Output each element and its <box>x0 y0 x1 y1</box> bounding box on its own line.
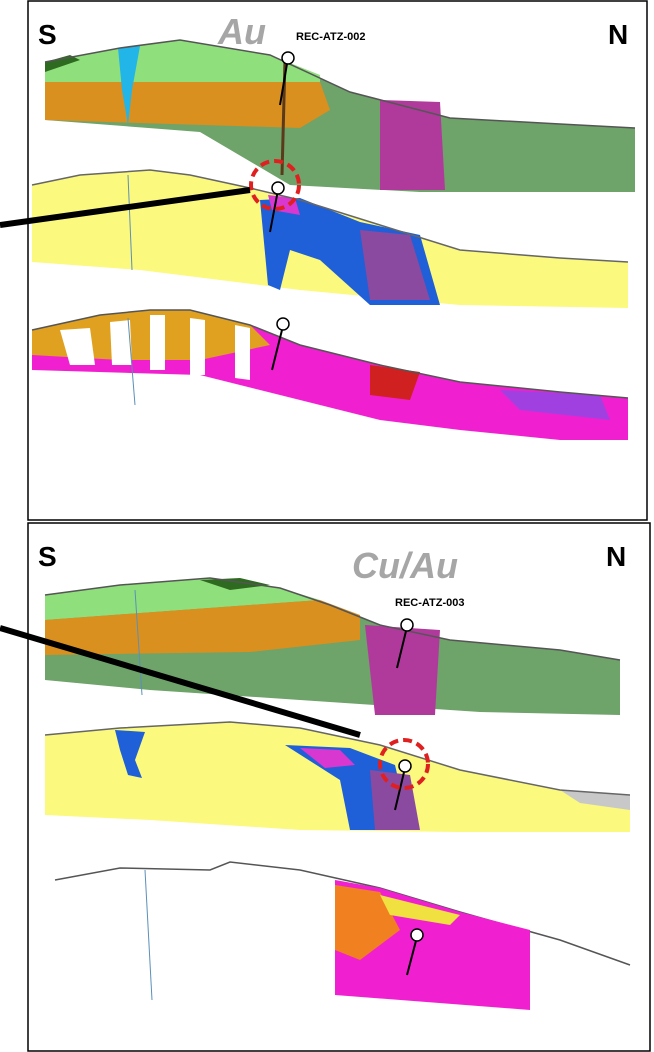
page: S N Au REC-ATZ-002 S N Cu/Au <box>0 0 654 1052</box>
direction-label: S <box>38 19 57 50</box>
geology-section <box>45 578 620 715</box>
panel-title: Cu/Au <box>352 545 458 586</box>
resistivity-section <box>55 862 630 1010</box>
drillhole-label: REC-ATZ-003 <box>395 597 464 609</box>
drillhole-label: REC-ATZ-002 <box>296 31 365 43</box>
geology-section <box>45 40 635 192</box>
direction-label: N <box>608 19 628 50</box>
figure: S N Au REC-ATZ-002 S N Cu/Au <box>0 0 654 1052</box>
direction-label: N <box>606 541 626 572</box>
direction-label: S <box>38 541 57 572</box>
au-section <box>45 722 630 832</box>
resistivity-section <box>32 310 628 440</box>
panel-title: Au <box>217 11 266 52</box>
